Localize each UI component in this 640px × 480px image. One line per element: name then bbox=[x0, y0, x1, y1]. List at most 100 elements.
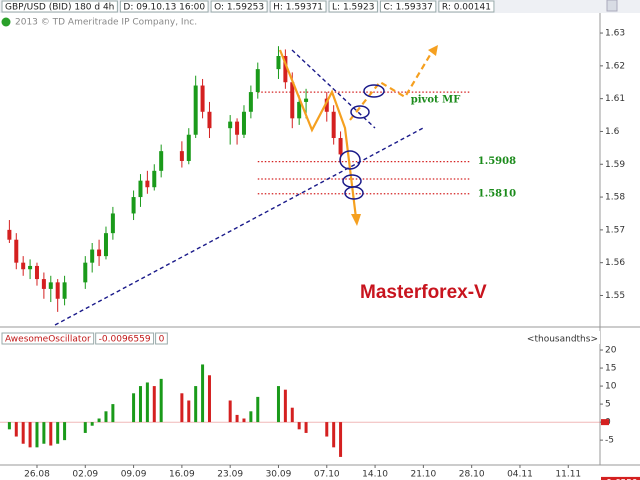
forecast-path bbox=[349, 49, 434, 121]
osc-bar bbox=[145, 382, 149, 423]
osc-bar bbox=[235, 414, 239, 423]
candle-body bbox=[110, 213, 115, 234]
candle-body bbox=[276, 56, 281, 70]
osc-param: 0 bbox=[159, 335, 165, 345]
y-tick-label: 1.63 bbox=[605, 29, 625, 39]
zero-marker bbox=[601, 419, 609, 426]
osc-bar bbox=[249, 411, 253, 423]
trend-line bbox=[291, 49, 376, 129]
ellipse bbox=[350, 105, 370, 119]
candle-body bbox=[297, 101, 302, 119]
y-tick-label: 1.62 bbox=[605, 61, 625, 71]
osc-bar bbox=[56, 422, 60, 444]
x-tick-label: 30.09 bbox=[266, 470, 292, 480]
candle-body bbox=[338, 138, 343, 155]
x-tick-label: 23.09 bbox=[217, 470, 243, 480]
candle-body bbox=[28, 265, 33, 270]
y-tick-label: 1.56 bbox=[605, 258, 625, 268]
osc-bar bbox=[187, 400, 191, 423]
candle-body bbox=[331, 111, 336, 139]
osc-bar bbox=[290, 407, 294, 423]
ellipse bbox=[344, 186, 364, 200]
status-icon bbox=[1, 17, 11, 27]
header-item: C: 1.59337 bbox=[383, 3, 432, 13]
header-box bbox=[379, 0, 437, 13]
wave-path bbox=[278, 49, 358, 219]
osc-current: -0.0096559 bbox=[99, 335, 151, 345]
y-tick-label: 20 bbox=[605, 346, 617, 356]
y-tick-label: 1.57 bbox=[605, 225, 625, 235]
y-tick-label: 1.61 bbox=[605, 94, 625, 104]
osc-unit: <thousandths> bbox=[527, 335, 598, 345]
candle-body bbox=[193, 85, 198, 135]
osc-bar bbox=[28, 422, 32, 448]
y-tick-label: -5 bbox=[605, 436, 614, 446]
header: GBP/USD (BID) 180 d 4h D: 09.10.13 16:00 O… bbox=[1, 0, 495, 13]
arrow-head bbox=[428, 45, 438, 56]
candle-body bbox=[304, 98, 309, 102]
candle-body bbox=[235, 121, 240, 135]
x-tick-label: 26.08 bbox=[24, 470, 50, 480]
x-tick-label: 11.11 bbox=[555, 470, 581, 480]
osc-bar bbox=[332, 422, 336, 448]
candle-body bbox=[103, 233, 108, 257]
last-value-box bbox=[601, 476, 640, 480]
annotation: Masterforex-V bbox=[360, 282, 487, 303]
candle-body bbox=[228, 121, 233, 129]
header-box bbox=[210, 0, 268, 13]
y-tick-label: 15 bbox=[605, 364, 616, 374]
price-panel: 1.55 1.56 1.57 1.58 1.59 1.6 1.61 1.62 1.63 26.08… bbox=[7, 29, 625, 480]
candle-body bbox=[207, 111, 212, 129]
y-tick-label: 1.6 bbox=[605, 127, 620, 137]
candle-body bbox=[200, 85, 205, 112]
candle-body bbox=[14, 239, 19, 263]
osc-bar bbox=[21, 422, 25, 444]
osc-bar bbox=[152, 386, 156, 423]
candle-body bbox=[34, 265, 39, 280]
osc-bar bbox=[14, 422, 18, 437]
candle-body bbox=[131, 197, 136, 214]
osc-box bbox=[1, 332, 95, 345]
osc-bar bbox=[201, 364, 205, 423]
candle-body bbox=[248, 92, 253, 112]
osc-bar bbox=[111, 404, 115, 423]
y-tick-label: 5 bbox=[605, 400, 611, 410]
osc-bar bbox=[7, 422, 11, 430]
x-tick-label: 04.11 bbox=[507, 470, 533, 480]
header-item: R: 0.00141 bbox=[442, 3, 491, 13]
level-label: pivot MF bbox=[411, 95, 461, 106]
osc-bar bbox=[97, 418, 101, 423]
candle-body bbox=[290, 82, 295, 119]
candle-body bbox=[152, 170, 157, 188]
window-button[interactable] bbox=[606, 0, 618, 12]
candle-body bbox=[62, 282, 67, 299]
candle-body bbox=[41, 279, 46, 289]
osc-bar bbox=[42, 422, 46, 444]
y-tick-label: 1.55 bbox=[605, 291, 625, 301]
osc-bar bbox=[339, 422, 343, 457]
candle-body bbox=[90, 249, 95, 263]
y-tick-label: 1.59 bbox=[605, 160, 625, 170]
x-tick-label: 16.09 bbox=[169, 470, 195, 480]
candle-body bbox=[7, 229, 12, 240]
candle-body bbox=[159, 151, 164, 171]
candle-body bbox=[55, 282, 60, 299]
level-label: 1.5810 bbox=[478, 188, 516, 199]
arrow-head bbox=[351, 214, 361, 226]
header-item: GBP/USD (BID) 180 d 4h bbox=[5, 3, 114, 13]
osc-bar bbox=[207, 375, 211, 423]
x-tick-label: 14.10 bbox=[362, 470, 388, 480]
last-value-label: -9.6559 bbox=[603, 478, 638, 480]
osc-bar bbox=[276, 386, 280, 423]
y-tick-label: 10 bbox=[605, 382, 617, 392]
candle-body bbox=[324, 98, 329, 112]
candle-body bbox=[138, 180, 143, 198]
candle-body bbox=[283, 56, 288, 83]
header-box bbox=[119, 0, 209, 13]
osc-bar bbox=[35, 422, 39, 448]
osc-bar bbox=[194, 386, 198, 423]
osc-bar bbox=[256, 396, 260, 423]
osc-box bbox=[155, 332, 168, 345]
